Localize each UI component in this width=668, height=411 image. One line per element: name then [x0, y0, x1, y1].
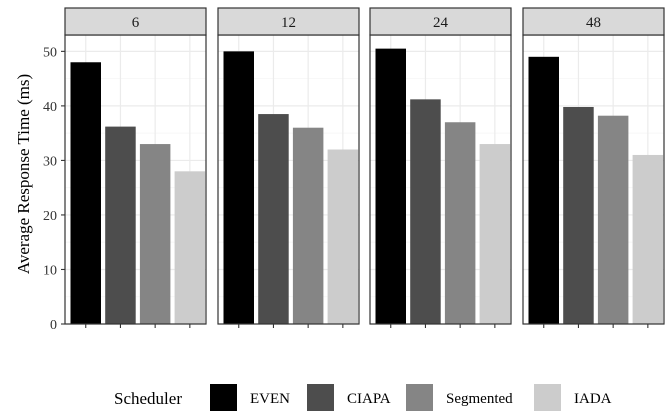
legend-label-ciapa: CIAPA: [347, 391, 391, 407]
y-tick-label: 0: [50, 318, 57, 333]
bar-even-24: [375, 48, 406, 324]
facet-strip-label: 12: [281, 15, 296, 31]
bar-ciapa-12: [258, 114, 289, 324]
bar-iada-6: [174, 171, 206, 324]
y-axis: 0 10 20 30 40 50: [43, 45, 649, 333]
facet-strip-label: 6: [132, 15, 140, 31]
bar-even-6: [70, 62, 101, 324]
bar-iada-48: [632, 154, 664, 324]
bar-ciapa-48: [563, 106, 594, 324]
facet-panel-12: 12: [217, 7, 360, 325]
facet-panel-6: 6: [64, 7, 207, 325]
facet-strip: [522, 7, 665, 36]
facet-strip-label: 24: [433, 15, 449, 31]
facet-panels: 6 12 24 48: [64, 7, 665, 325]
legend-key-iada: [534, 384, 561, 411]
legend-label-iada: IADA: [574, 391, 612, 407]
y-axis-title: Average Response Time (ms): [14, 74, 33, 274]
legend: Scheduler EVEN CIAPA Segmented IADA: [114, 384, 612, 411]
bar-segmented-48: [597, 115, 629, 324]
legend-label-segmented: Segmented: [446, 391, 513, 407]
bar-iada-12: [327, 149, 359, 324]
facet-strip: [217, 7, 360, 36]
y-tick-label: 50: [43, 45, 57, 60]
bar-segmented-12: [292, 127, 324, 324]
y-tick-label: 40: [43, 100, 57, 115]
y-tick-label: 10: [43, 263, 57, 278]
y-tick-label: 20: [43, 209, 57, 224]
bar-segmented-6: [139, 144, 171, 324]
legend-key-segmented: [406, 384, 433, 411]
facet-panel-24: 24: [369, 7, 512, 325]
facet-strip-label: 48: [586, 15, 601, 31]
bar-even-48: [528, 56, 559, 325]
bar-iada-24: [479, 144, 511, 324]
bar-ciapa-6: [105, 126, 136, 324]
facet-strip: [369, 7, 512, 36]
legend-key-ciapa: [307, 384, 334, 411]
facet-panel-48: 48: [522, 7, 665, 325]
legend-label-even: EVEN: [250, 391, 290, 407]
facet-strip: [64, 7, 207, 36]
y-tick-label: 30: [43, 154, 57, 169]
legend-title: Scheduler: [114, 389, 182, 408]
bar-ciapa-24: [410, 99, 441, 324]
bar-segmented-24: [444, 122, 476, 324]
bar-even-12: [223, 51, 254, 324]
legend-key-even: [210, 384, 237, 411]
